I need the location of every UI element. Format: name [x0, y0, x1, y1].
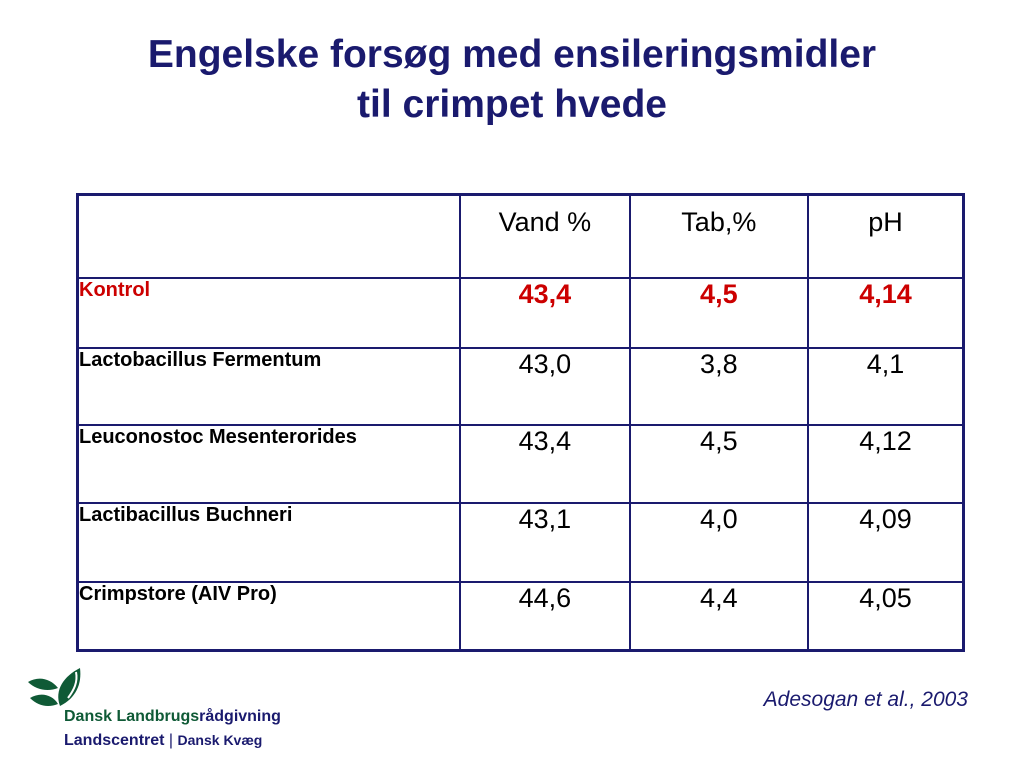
- cell-ph: 4,05: [807, 581, 965, 651]
- logo-name-part1: Dansk Landbrugs: [64, 708, 200, 725]
- header-vand: Vand %: [459, 193, 631, 279]
- logo-name: Dansk Landbrugsrådgivning: [64, 708, 281, 726]
- logo-subline: Landscentret | Dansk Kvæg: [64, 732, 262, 750]
- slide-title: Engelske forsøg med ensileringsmidler ti…: [0, 30, 1024, 130]
- cell-ph: 4,12: [807, 424, 965, 504]
- row-label: Leuconostoc Mesenterorides: [76, 424, 462, 504]
- cell-vand: 43,0: [459, 347, 631, 426]
- cell-ph: 4,1: [807, 347, 965, 426]
- table-row: Lactobacillus Fermentum 43,0 3,8 4,1: [76, 347, 965, 426]
- cell-ph: 4,09: [807, 502, 965, 583]
- cell-tab: 4,0: [628, 502, 810, 583]
- table-header-row: Vand % Tab,% pH: [76, 193, 965, 279]
- title-line-1: Engelske forsøg med ensileringsmidler: [147, 33, 877, 76]
- row-label: Lactibacillus Buchneri: [76, 502, 462, 583]
- title-line-2: til crimpet hvede: [357, 83, 667, 126]
- row-label: Kontrol: [76, 277, 462, 349]
- citation: Adesogan et al., 2003: [763, 688, 968, 711]
- cell-tab: 4,5: [628, 424, 810, 504]
- results-table: Vand % Tab,% pH Kontrol 43,4 4,5 4,14 La…: [76, 193, 965, 652]
- row-label: Crimpstore (AIV Pro): [76, 581, 462, 651]
- cell-ph: 4,14: [807, 277, 965, 349]
- cell-vand: 44,6: [459, 581, 631, 651]
- table-row: Leuconostoc Mesenterorides 43,4 4,5 4,12: [76, 424, 965, 504]
- header-ph: pH: [807, 193, 965, 279]
- cell-tab: 4,5: [628, 277, 810, 349]
- logo-landscentret: Landscentret: [64, 732, 165, 749]
- table-row: Lactibacillus Buchneri 43,1 4,0 4,09: [76, 502, 965, 583]
- table-row: Kontrol 43,4 4,5 4,14: [76, 277, 965, 349]
- header-tab: Tab,%: [628, 193, 810, 279]
- cell-vand: 43,4: [459, 424, 631, 504]
- cell-tab: 3,8: [628, 347, 810, 426]
- logo-name-part2: rådgivning: [199, 708, 281, 725]
- table-row: Crimpstore (AIV Pro) 44,6 4,4 4,05: [76, 581, 965, 651]
- cell-vand: 43,4: [459, 277, 631, 349]
- leaf-logo-icon: [28, 668, 81, 706]
- header-cell-empty: [76, 193, 462, 279]
- organization-logo: Dansk Landbrugsrådgivning Landscentret |…: [24, 668, 344, 758]
- logo-dansk-kvaeg: Dansk Kvæg: [177, 732, 263, 748]
- cell-tab: 4,4: [628, 581, 810, 651]
- row-label: Lactobacillus Fermentum: [76, 347, 462, 426]
- logo-separator: |: [168, 732, 174, 749]
- cell-vand: 43,1: [459, 502, 631, 583]
